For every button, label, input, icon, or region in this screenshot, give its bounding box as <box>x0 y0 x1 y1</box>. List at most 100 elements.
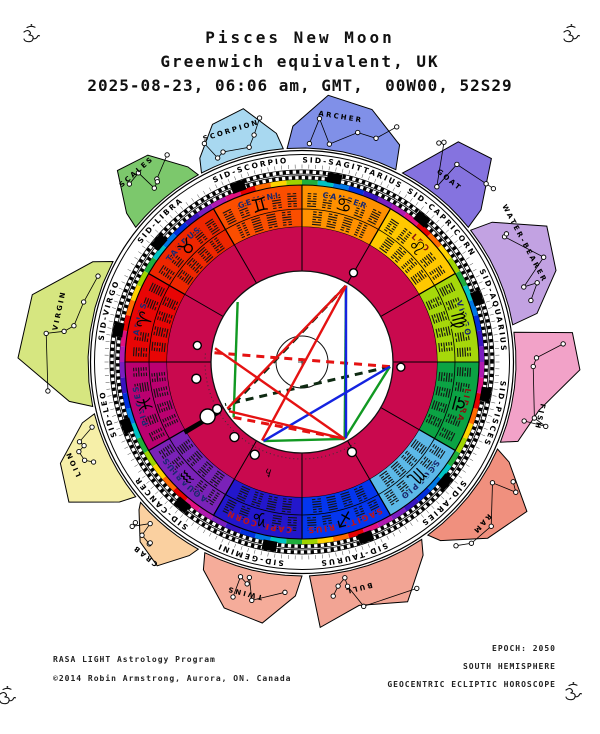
star-dot <box>76 439 83 445</box>
planet-dot <box>192 340 203 351</box>
star-dot <box>503 231 510 237</box>
star-dot <box>81 299 87 305</box>
constellation-ram: RAM <box>426 448 528 549</box>
star-dot <box>126 181 133 187</box>
star-dot <box>521 284 527 290</box>
star-dot <box>355 129 361 136</box>
star-dot <box>244 581 250 587</box>
star-dot <box>488 523 494 529</box>
star-dot <box>436 140 442 146</box>
star-dot <box>135 170 142 176</box>
star-dot <box>95 273 101 279</box>
star-dot <box>489 480 496 486</box>
star-dot <box>71 323 77 329</box>
star-dot <box>531 415 538 421</box>
star-dot <box>543 423 549 430</box>
star-dot <box>132 520 139 526</box>
footer-program-credit: RASA LIGHT Astrology Program ©2014 Robin… <box>53 650 291 688</box>
star-dot <box>90 459 97 465</box>
epoch-label: EPOCH: 2050 <box>492 644 556 653</box>
star-dot <box>330 593 336 599</box>
constellation-lion: LION <box>59 412 137 503</box>
star-dot <box>147 520 153 527</box>
star-dot <box>344 583 351 589</box>
aspect-lines <box>214 284 391 443</box>
star-dot <box>81 443 87 449</box>
star-dot <box>335 583 341 589</box>
star-dot <box>560 341 566 347</box>
star-dot <box>454 161 460 168</box>
hemisphere-label: SOUTH HEMISPHERE <box>462 662 556 671</box>
star-dot <box>528 297 534 304</box>
constellation-goat: GOAT <box>401 139 497 229</box>
star-dot <box>147 540 153 546</box>
constellation-virgin: VIRGIN <box>17 260 114 408</box>
copyright-line: ©2014 Robin Armstrong, Aurora, ON. Canad… <box>53 674 292 683</box>
footer-chart-settings: EPOCH: 2050 SOUTH HEMISPHERE GEOCENTRIC … <box>387 640 556 694</box>
star-dot <box>373 135 379 141</box>
crimson-degree-band <box>166 226 437 498</box>
star-dot <box>361 603 367 609</box>
star-dot <box>541 254 547 260</box>
planet-dot <box>346 446 358 458</box>
star-dot <box>483 181 489 187</box>
star-dot <box>468 540 475 546</box>
star-dot <box>129 523 135 530</box>
rainbow-strip-ring <box>119 179 485 545</box>
star-dot <box>510 479 516 485</box>
star-dot <box>521 418 527 424</box>
star-dot <box>249 597 255 603</box>
star-dot <box>45 388 51 394</box>
chart-title: Pisces New Moon <box>205 28 395 47</box>
star-dot <box>533 355 540 361</box>
star-dot <box>534 280 540 286</box>
star-dot <box>215 155 221 161</box>
star-dot <box>326 141 333 147</box>
star-dot <box>394 124 400 130</box>
star-dot <box>43 330 49 337</box>
star-dot <box>306 140 313 147</box>
star-dot <box>139 532 145 538</box>
star-dot <box>89 424 95 430</box>
star-dot <box>230 594 236 600</box>
star-dot <box>490 185 497 192</box>
star-dot <box>414 585 420 592</box>
star-dot <box>81 457 88 463</box>
planet-dot <box>191 373 202 384</box>
om-symbol <box>563 24 581 43</box>
chart-type-label: GEOCENTRIC ECLIPTIC HOROSCOPE <box>387 680 556 689</box>
star-dot <box>251 132 257 138</box>
planet-glyph-saturn: ♄ <box>262 465 275 480</box>
star-dot <box>220 149 226 155</box>
chart-title-block: Pisces New Moon Greenwich equivalent, UK… <box>0 26 600 98</box>
planet-dot <box>348 268 359 278</box>
constellation-bull: BULL <box>308 538 424 629</box>
om-symbol <box>0 686 17 705</box>
om-symbol <box>565 682 583 701</box>
star-dot <box>164 152 170 158</box>
star-dot <box>513 489 519 495</box>
hexagram-marks <box>132 192 472 532</box>
star-dot <box>61 328 67 334</box>
program-name: RASA LIGHT Astrology Program <box>53 655 216 664</box>
star-dot <box>76 448 82 455</box>
constellation-band: VIRGINSCALESSCORPIONARCHERGOATWATER-BEAR… <box>17 94 581 629</box>
planet-dot <box>396 362 406 372</box>
planet-dot <box>211 403 223 415</box>
star-dot <box>246 574 253 581</box>
star-dot <box>530 363 536 370</box>
constellation-water-bearer: WATER-BEARER <box>469 203 557 326</box>
om-symbol <box>23 24 41 43</box>
star-dot <box>237 574 244 580</box>
constellation-fish: FISH <box>499 331 581 443</box>
chart-subtitle-location: Greenwich equivalent, UK <box>160 52 440 71</box>
planet-dot <box>249 449 260 460</box>
star-dot <box>282 589 288 595</box>
star-dot <box>201 140 208 147</box>
planet-markers: ♄ <box>191 268 406 480</box>
degree-tick-ring <box>104 164 500 560</box>
star-dot <box>441 139 447 145</box>
planet-dot <box>229 431 240 443</box>
